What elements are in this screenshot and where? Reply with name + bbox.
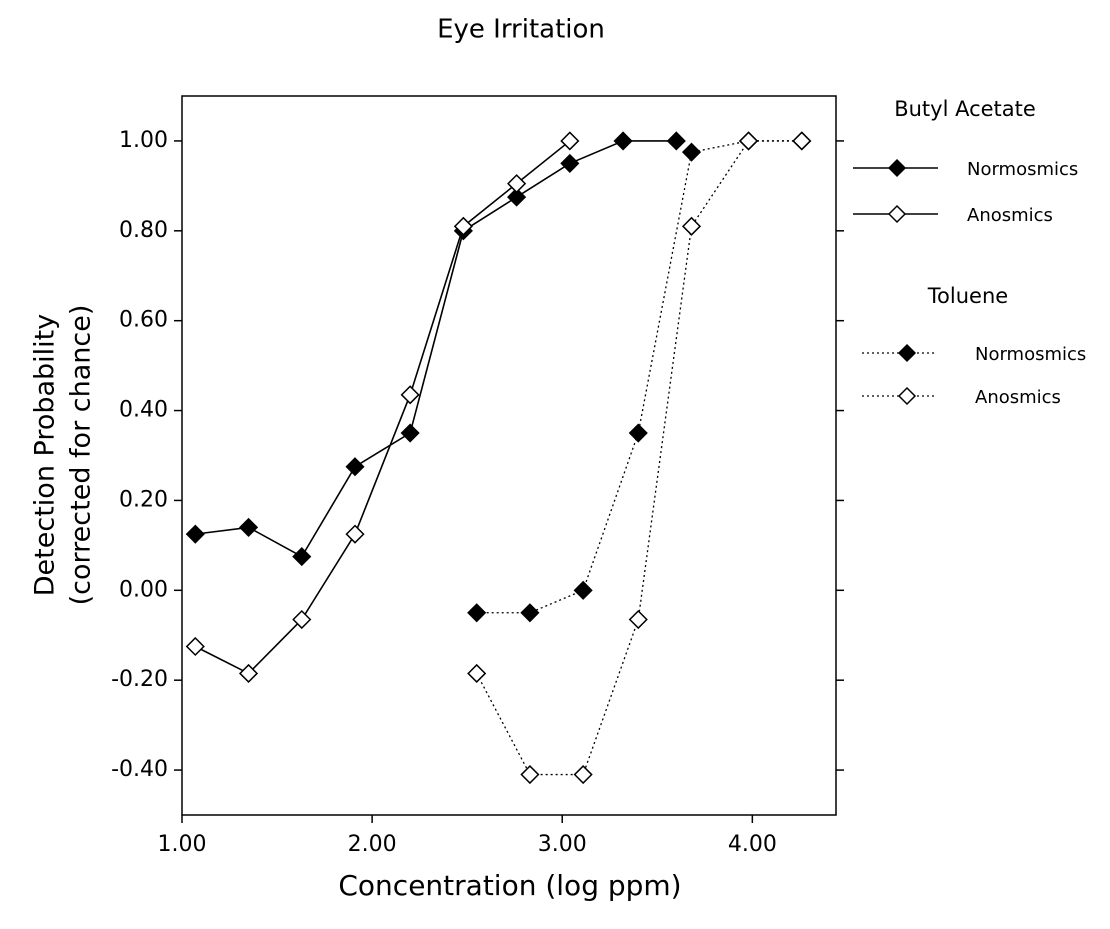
y-axis-label: Detection Probability (30, 314, 61, 596)
marker (792, 131, 812, 151)
marker (185, 636, 205, 657)
marker (467, 663, 487, 684)
marker (560, 131, 580, 151)
series-line (476, 140, 802, 614)
legend-marker (887, 204, 907, 224)
marker (681, 142, 702, 162)
marker (628, 609, 648, 630)
marker (185, 524, 205, 544)
plot-frame (181, 95, 837, 816)
marker (400, 385, 420, 405)
marker (520, 603, 540, 623)
marker (520, 764, 540, 785)
marker (453, 216, 473, 236)
x-axis-label: Concentration (log ppm) (338, 869, 681, 902)
marker (467, 603, 487, 623)
x-tick-label: 2.00 (348, 832, 397, 857)
marker (560, 153, 580, 173)
y-tick-label: 0.60 (119, 308, 168, 333)
marker (292, 547, 312, 567)
marker (345, 457, 365, 477)
marker (573, 580, 593, 600)
marker (345, 524, 365, 544)
marker (238, 663, 259, 684)
y-tick-label: 0.00 (119, 577, 168, 602)
series-line (195, 140, 677, 558)
x-tick-label: 4.00 (728, 832, 777, 857)
marker (238, 517, 259, 537)
series-line (476, 140, 802, 776)
legend-label: Normosmics (975, 344, 1086, 365)
x-tick-label: 3.00 (538, 832, 587, 857)
y-tick-label: -0.20 (111, 667, 168, 692)
legend-title: Butyl Acetate (894, 97, 1036, 121)
legend-marker (887, 158, 907, 178)
y-tick-label: 0.40 (119, 398, 168, 423)
chart-title: Eye Irritation (437, 15, 605, 45)
marker (507, 174, 527, 194)
legend-label: Anosmics (967, 205, 1053, 226)
marker (666, 131, 686, 151)
marker (292, 609, 312, 630)
legend-label: Normosmics (967, 159, 1078, 180)
y-axis-label: (corrected for chance) (66, 305, 97, 606)
marker (613, 131, 633, 151)
marker (573, 764, 593, 785)
marker (400, 423, 420, 443)
legend-marker (897, 343, 917, 363)
y-tick-label: 1.00 (119, 128, 168, 153)
y-tick-label: -0.40 (111, 757, 168, 782)
series-line (194, 140, 571, 675)
y-tick-label: 0.80 (119, 218, 168, 243)
marker (628, 423, 648, 443)
legend-marker (897, 386, 917, 406)
y-tick-label: 0.20 (119, 487, 168, 512)
marker (681, 216, 702, 236)
x-tick-label: 1.00 (158, 832, 207, 857)
marker (738, 131, 759, 151)
marker (507, 187, 527, 207)
legend-title: Toluene (927, 284, 1008, 308)
legend-label: Anosmics (975, 387, 1061, 408)
